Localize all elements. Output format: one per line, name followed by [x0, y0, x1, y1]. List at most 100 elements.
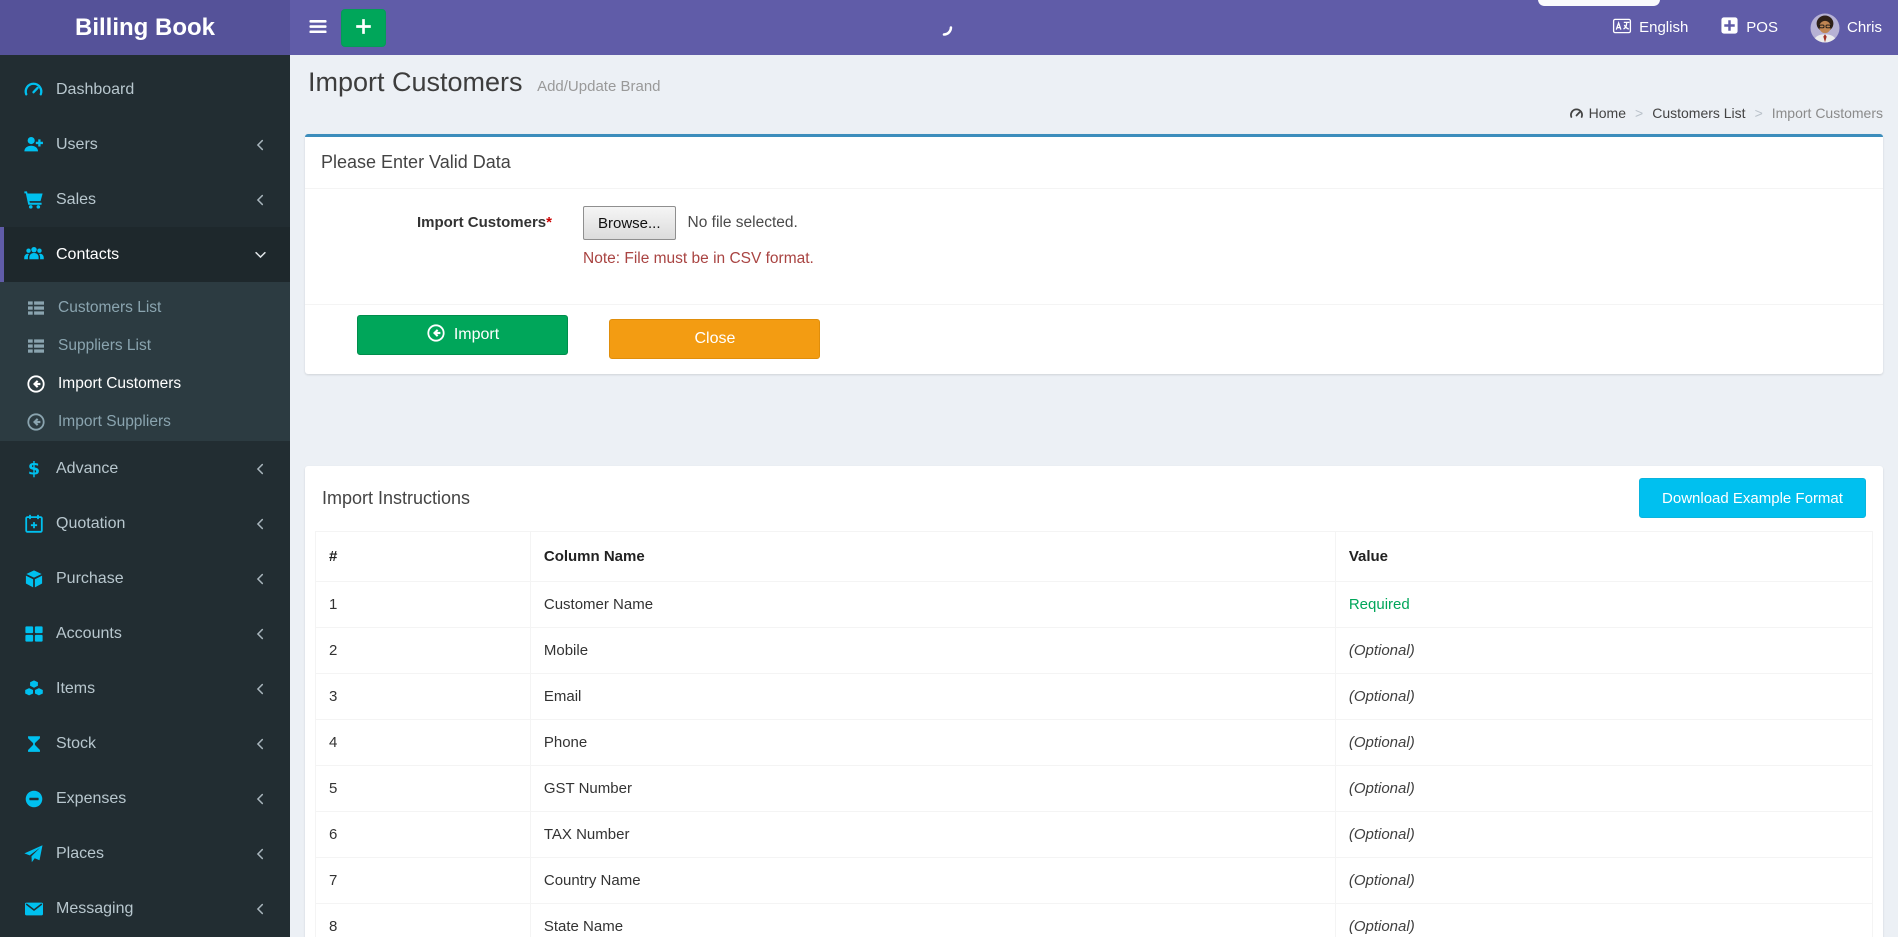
sidebar-item-purchase[interactable]: Purchase	[0, 551, 290, 606]
loading-spinner-icon	[933, 16, 955, 38]
table-row: 3 Email (Optional)	[315, 672, 1874, 720]
column-name-cell: Country Name	[529, 856, 1336, 904]
breadcrumb-separator: >	[1635, 105, 1644, 121]
file-status-text: No file selected.	[687, 214, 798, 231]
column-name-cell: TAX Number	[529, 810, 1336, 858]
table-row: 5 GST Number (Optional)	[315, 764, 1874, 812]
value-cell: (Optional)	[1334, 626, 1874, 674]
user-avatar	[1810, 13, 1840, 43]
browser-artifact	[1538, 0, 1660, 6]
table-row: 8 State Name (Optional)	[315, 902, 1874, 937]
chevron-left-icon	[254, 847, 267, 860]
table-row: 4 Phone (Optional)	[315, 718, 1874, 766]
download-example-button[interactable]: Download Example Format	[1639, 478, 1866, 518]
cubes-icon	[22, 677, 45, 700]
row-number-cell: 2	[315, 626, 531, 674]
chevron-left-icon	[254, 627, 267, 640]
pos-button[interactable]: POS	[1720, 16, 1778, 39]
column-name-cell: Customer Name	[529, 580, 1336, 628]
value-cell: (Optional)	[1334, 764, 1874, 812]
chevron-left-icon	[254, 572, 267, 585]
sidebar-item-label: Sales	[56, 190, 97, 208]
sidebar-subitem-label: Suppliers List	[58, 337, 152, 354]
row-number-cell: 3	[315, 672, 531, 720]
browse-button[interactable]: Browse...	[583, 206, 676, 240]
sidebar-item-label: Purchase	[56, 569, 124, 587]
user-plus-icon	[22, 133, 45, 156]
sidebar-subitem-import-suppliers[interactable]: Import Suppliers	[0, 403, 290, 441]
sidebar-item-label: Messaging	[56, 899, 134, 917]
sidebar-item-contacts[interactable]: Contacts	[0, 227, 290, 282]
form-card-title: Please Enter Valid Data	[321, 152, 511, 172]
column-name-cell: State Name	[529, 902, 1336, 937]
sidebar: Dashboard Users Sales Contacts Customers Lis…	[0, 55, 290, 937]
minus-circle-icon	[22, 787, 45, 810]
sidebar-item-stock[interactable]: Stock	[0, 716, 290, 771]
chevron-left-icon	[254, 902, 267, 915]
row-number-cell: 5	[315, 764, 531, 812]
sidebar-item-label: Quotation	[56, 514, 126, 532]
page-title: Import Customers Add/Update Brand	[308, 67, 1898, 98]
table-header-row: # Column Name Value	[315, 530, 1874, 582]
instructions-table: # Column Name Value 1 Customer Name Required…	[315, 530, 1874, 937]
sidebar-item-label: Dashboard	[56, 80, 135, 98]
sidebar-item-label: Stock	[56, 734, 97, 752]
import-circle-icon	[426, 323, 446, 348]
sidebar-subitem-import-customers[interactable]: Import Customers	[0, 365, 290, 403]
sidebar-item-users[interactable]: Users	[0, 117, 290, 172]
breadcrumb-import-customers: Import Customers	[1771, 105, 1883, 121]
th-large-icon	[22, 622, 45, 645]
topbar-right-menu: English POS Chris	[1612, 0, 1882, 55]
row-number-cell: 1	[315, 580, 531, 628]
close-button[interactable]: Close	[609, 318, 821, 359]
plus-icon	[354, 17, 373, 39]
dollar-icon: $	[22, 457, 45, 480]
sidebar-item-expenses[interactable]: Expenses	[0, 771, 290, 826]
sidebar-item-label: Contacts	[56, 245, 120, 263]
chevron-left-icon	[254, 138, 267, 151]
breadcrumb-separator: >	[1754, 105, 1763, 121]
instructions-title: Import Instructions	[322, 487, 471, 508]
sidebar-item-quotation[interactable]: Quotation	[0, 496, 290, 551]
user-menu[interactable]: Chris	[1810, 13, 1882, 43]
sidebar-item-sales[interactable]: Sales	[0, 172, 290, 227]
sidebar-item-items[interactable]: Items	[0, 661, 290, 716]
breadcrumb-home[interactable]: Home	[1569, 105, 1626, 121]
breadcrumb: Home > Customers List > Import Customers	[1569, 105, 1883, 121]
sidebar-toggle-button[interactable]	[300, 0, 336, 55]
sidebar-subitem-suppliers-list[interactable]: Suppliers List	[0, 327, 290, 365]
sidebar-item-advance[interactable]: $ Advance	[0, 441, 290, 496]
chevron-left-icon	[254, 737, 267, 750]
value-cell: (Optional)	[1334, 856, 1874, 904]
sidebar-menu: Dashboard Users Sales Contacts Customers Lis…	[0, 55, 290, 936]
table-column-header: Value	[1334, 530, 1874, 582]
sidebar-item-accounts[interactable]: Accounts	[0, 606, 290, 661]
chevron-left-icon	[254, 462, 267, 475]
sidebar-item-messaging[interactable]: Messaging	[0, 881, 290, 936]
cube-icon	[22, 567, 45, 590]
import-form-card: Please Enter Valid Data Import Customers…	[305, 134, 1883, 374]
language-menu[interactable]: English	[1612, 16, 1688, 40]
sidebar-item-places[interactable]: Places	[0, 826, 290, 881]
row-number-cell: 4	[315, 718, 531, 766]
table-row: 7 Country Name (Optional)	[315, 856, 1874, 904]
paper-plane-icon	[22, 842, 45, 865]
th-list-icon	[25, 336, 46, 357]
chevron-down-icon	[254, 248, 267, 261]
chevron-left-icon	[254, 682, 267, 695]
instructions-card-header: Import Instructions Download Example For…	[305, 466, 1883, 531]
quick-add-button[interactable]	[341, 9, 386, 47]
breadcrumb-customers-list[interactable]: Customers List	[1652, 105, 1746, 121]
app-logo[interactable]: Billing Book	[0, 0, 290, 55]
import-button[interactable]: Import	[357, 315, 568, 355]
value-cell: (Optional)	[1334, 718, 1874, 766]
table-column-header: Column Name	[529, 530, 1336, 582]
file-input-group: Browse... No file selected. Note: File m…	[583, 198, 814, 268]
sidebar-subitem-customers-list[interactable]: Customers List	[0, 289, 290, 327]
page-title-text: Import Customers	[308, 67, 523, 97]
table-column-header: #	[315, 530, 531, 582]
instructions-card: Import Instructions Download Example For…	[305, 465, 1883, 937]
sidebar-item-dashboard[interactable]: Dashboard	[0, 62, 290, 117]
svg-text:$: $	[27, 460, 39, 479]
